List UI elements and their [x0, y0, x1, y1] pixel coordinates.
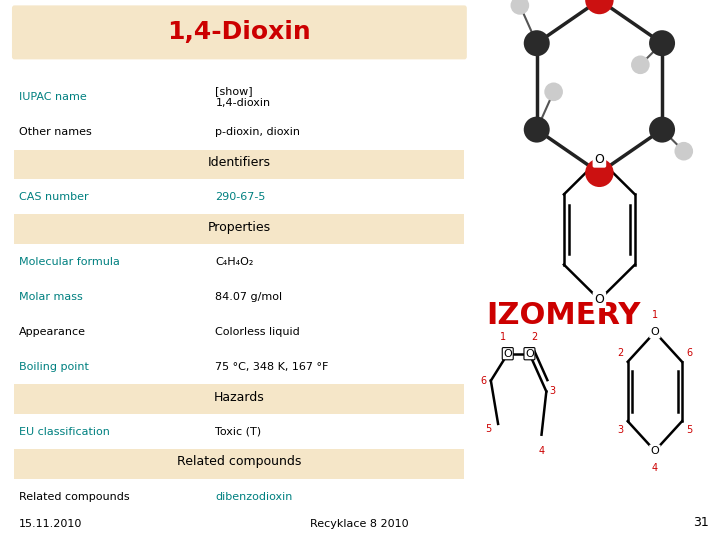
- Text: Hazards: Hazards: [214, 390, 265, 404]
- FancyBboxPatch shape: [14, 449, 464, 479]
- Text: 5: 5: [686, 424, 693, 435]
- Text: dibenzodioxin: dibenzodioxin: [215, 491, 293, 502]
- FancyBboxPatch shape: [12, 5, 467, 59]
- Text: Molar mass: Molar mass: [19, 292, 83, 302]
- Text: Identifiers: Identifiers: [208, 156, 271, 169]
- Text: 3: 3: [617, 424, 624, 435]
- Point: [678, 147, 690, 156]
- Text: 5: 5: [485, 424, 492, 434]
- Text: 6: 6: [480, 376, 487, 386]
- Point: [514, 1, 526, 10]
- Text: p-dioxin, dioxin: p-dioxin, dioxin: [215, 127, 300, 137]
- Text: Molecular formula: Molecular formula: [19, 256, 120, 267]
- Point: [548, 87, 559, 96]
- Point: [634, 60, 646, 69]
- Point: [593, 0, 605, 4]
- Text: 4: 4: [652, 463, 658, 472]
- Text: IUPAC name: IUPAC name: [19, 92, 87, 102]
- Text: IZOMERY: IZOMERY: [486, 301, 640, 330]
- Text: 3: 3: [549, 387, 555, 396]
- Text: 1,4-Dioxin: 1,4-Dioxin: [168, 21, 311, 44]
- Text: 75 °C, 348 K, 167 °F: 75 °C, 348 K, 167 °F: [215, 362, 329, 372]
- Text: O: O: [650, 446, 660, 456]
- Point: [531, 125, 542, 134]
- FancyBboxPatch shape: [14, 150, 464, 179]
- Text: O: O: [503, 349, 512, 359]
- Text: O: O: [595, 293, 604, 306]
- Text: Toxic (T): Toxic (T): [215, 427, 261, 437]
- Text: Colorless liquid: Colorless liquid: [215, 327, 300, 337]
- FancyBboxPatch shape: [14, 384, 464, 414]
- Point: [593, 168, 605, 177]
- Text: Appearance: Appearance: [19, 327, 86, 337]
- Point: [531, 39, 542, 48]
- Text: 31: 31: [693, 516, 708, 529]
- Text: 84.07 g/mol: 84.07 g/mol: [215, 292, 282, 302]
- Text: O: O: [595, 153, 604, 166]
- Text: Properties: Properties: [208, 220, 271, 234]
- Text: 2: 2: [531, 333, 537, 342]
- Text: Related compounds: Related compounds: [177, 455, 302, 469]
- Text: 15.11.2010: 15.11.2010: [19, 519, 83, 529]
- Text: 6: 6: [687, 348, 693, 359]
- Text: Related compounds: Related compounds: [19, 491, 130, 502]
- Text: 2: 2: [617, 348, 624, 359]
- Point: [657, 125, 668, 134]
- Text: 1: 1: [500, 333, 506, 342]
- Text: C₄H₄O₂: C₄H₄O₂: [215, 256, 254, 267]
- Text: EU classification: EU classification: [19, 427, 110, 437]
- Text: Recyklace 8 2010: Recyklace 8 2010: [310, 519, 408, 529]
- Text: O: O: [650, 327, 660, 337]
- Text: 1: 1: [652, 310, 658, 320]
- FancyBboxPatch shape: [14, 214, 464, 244]
- Point: [657, 39, 668, 48]
- Text: Other names: Other names: [19, 127, 92, 137]
- Text: O: O: [525, 349, 534, 359]
- Text: CAS number: CAS number: [19, 192, 89, 202]
- Text: 290-67-5: 290-67-5: [215, 192, 266, 202]
- Text: [show]
1,4-dioxin: [show] 1,4-dioxin: [215, 86, 271, 108]
- Text: 4: 4: [539, 446, 544, 456]
- Text: Boiling point: Boiling point: [19, 362, 89, 372]
